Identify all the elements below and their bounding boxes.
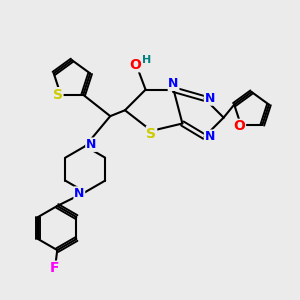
Text: O: O: [129, 58, 141, 72]
Text: S: S: [146, 127, 157, 141]
Text: S: S: [53, 88, 63, 102]
Text: H: H: [142, 55, 152, 65]
Text: N: N: [74, 187, 85, 200]
Text: N: N: [205, 92, 215, 105]
Text: N: N: [168, 77, 179, 90]
Text: N: N: [205, 130, 215, 143]
Text: O: O: [233, 119, 245, 134]
Text: N: N: [86, 138, 96, 151]
Text: F: F: [50, 261, 60, 275]
